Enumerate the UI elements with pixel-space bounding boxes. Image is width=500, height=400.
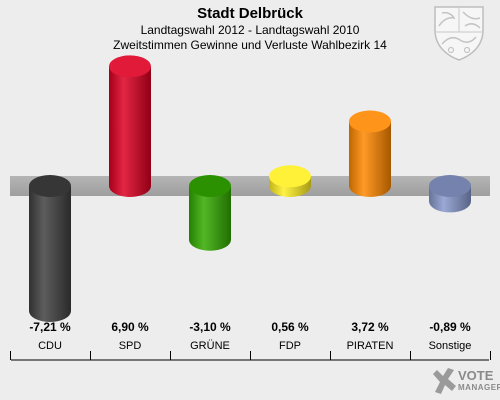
bar-cdu <box>29 175 71 322</box>
bar-fdp <box>269 165 311 197</box>
vote-manager-logo-icon <box>433 368 456 394</box>
category-label-cdu: CDU <box>38 340 62 352</box>
value-label-piraten: 3,72 % <box>351 320 389 334</box>
value-label-grüne: -3,10 % <box>189 320 231 334</box>
watermark-vote: VOTE <box>458 368 494 383</box>
value-label-cdu: -7,21 % <box>29 320 71 334</box>
bar-sonstige <box>429 175 471 213</box>
value-label-sonstige: -0,89 % <box>429 320 471 334</box>
chart-subtitle-election: Landtagswahl 2012 - Landtagswahl 2010 <box>140 23 360 37</box>
category-label-fdp: FDP <box>279 340 301 352</box>
bar-spd <box>109 55 151 197</box>
category-label-spd: SPD <box>119 340 142 352</box>
watermark-manager: MANAGER <box>458 383 500 392</box>
nrw-coat-of-arms-icon <box>434 6 484 61</box>
bar-piraten <box>349 110 391 197</box>
chart-title: Stadt Delbrück <box>197 5 303 22</box>
value-label-spd: 6,90 % <box>111 320 149 334</box>
bar-grüne <box>189 175 231 251</box>
zero-baseline-band <box>10 176 490 196</box>
chart-subtitle-district: Zweitstimmen Gewinne und Verluste Wahlbe… <box>113 38 387 52</box>
category-label-sonstige: Sonstige <box>429 340 472 352</box>
category-label-grüne: GRÜNE <box>190 340 230 352</box>
value-label-fdp: 0,56 % <box>271 320 309 334</box>
category-label-piraten: PIRATEN <box>347 340 394 352</box>
